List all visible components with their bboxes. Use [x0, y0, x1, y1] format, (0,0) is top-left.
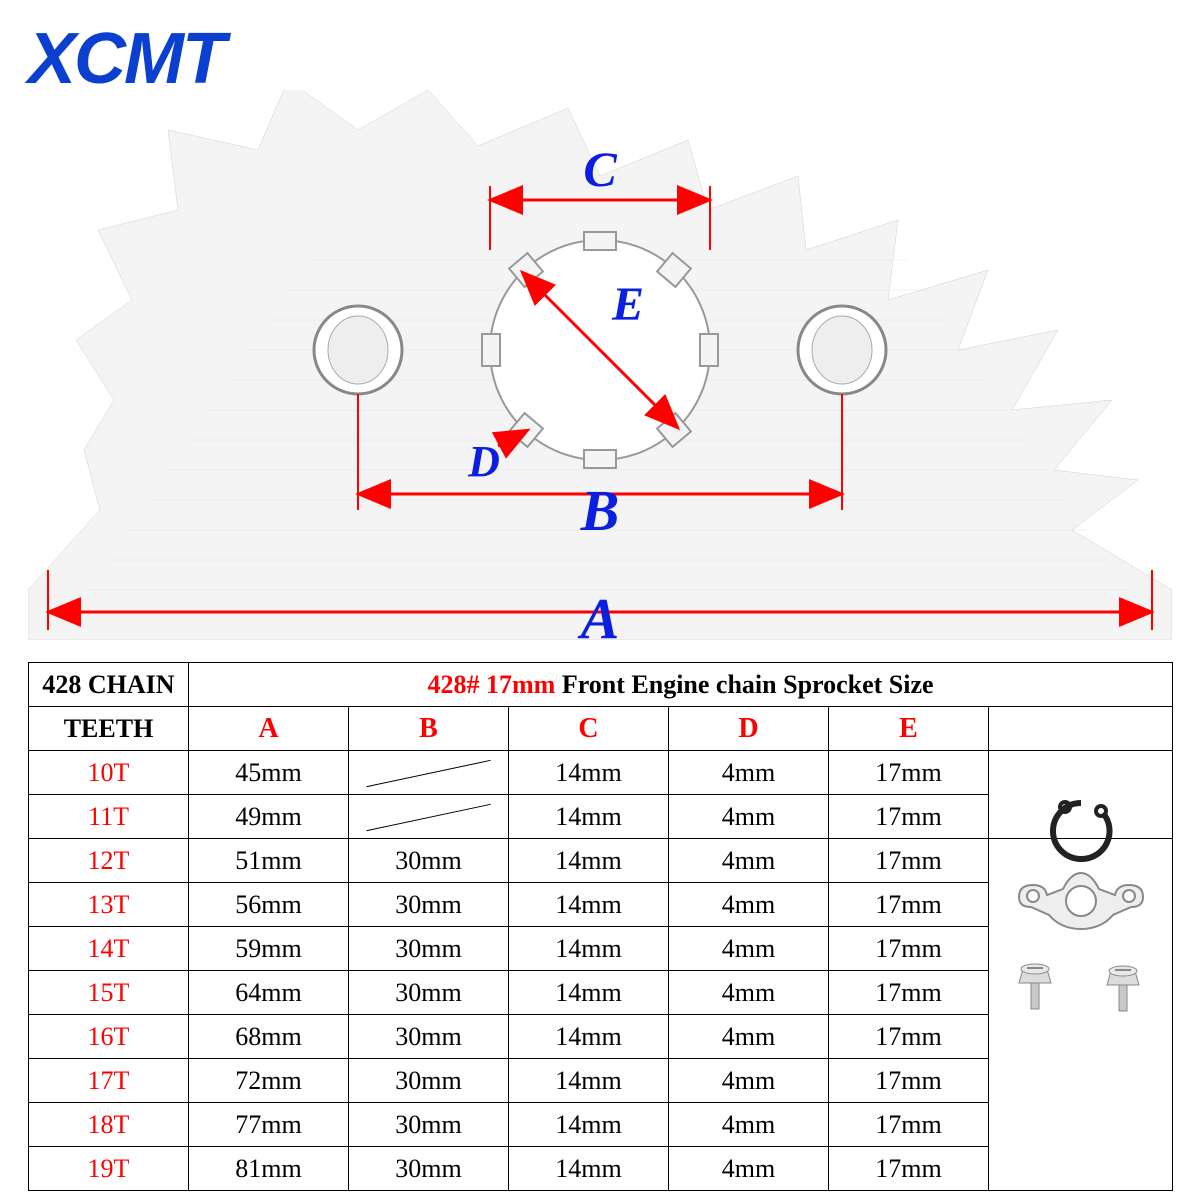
cell: 45mm: [189, 751, 349, 795]
cell: 4mm: [669, 883, 829, 927]
cell: 30mm: [349, 839, 509, 883]
table-header-row: 428 CHAIN 428# 17mm Front Engine chain S…: [29, 663, 1173, 707]
letter-d: D: [467, 437, 500, 486]
cell: 4mm: [669, 1015, 829, 1059]
cell: 14mm: [509, 1147, 669, 1191]
cell: 17mm: [829, 795, 989, 839]
accessory-cell-retainer: [989, 839, 1173, 1191]
teeth-header: TEETH: [29, 707, 189, 751]
bolt-icon: [1019, 964, 1139, 1011]
cell-slash: [349, 751, 509, 795]
teeth-cell: 13T: [29, 883, 189, 927]
chain-header: 428 CHAIN: [29, 663, 189, 707]
cell: 17mm: [829, 1103, 989, 1147]
cell: 4mm: [669, 971, 829, 1015]
teeth-cell: 11T: [29, 795, 189, 839]
cell: 14mm: [509, 883, 669, 927]
brand-logo: XCMT: [28, 18, 224, 100]
cell: 30mm: [349, 927, 509, 971]
cell: 59mm: [189, 927, 349, 971]
cell: 30mm: [349, 1059, 509, 1103]
cell: 17mm: [829, 1059, 989, 1103]
cell: 81mm: [189, 1147, 349, 1191]
title-header: 428# 17mm Front Engine chain Sprocket Si…: [189, 663, 1173, 707]
teeth-cell: 17T: [29, 1059, 189, 1103]
cell: 14mm: [509, 751, 669, 795]
letter-b: B: [580, 478, 620, 543]
cell: 14mm: [509, 927, 669, 971]
cell: 4mm: [669, 795, 829, 839]
cell: 72mm: [189, 1059, 349, 1103]
cell: 17mm: [829, 839, 989, 883]
letter-c: C: [583, 141, 617, 197]
teeth-cell: 15T: [29, 971, 189, 1015]
teeth-cell: 12T: [29, 839, 189, 883]
teeth-cell: 10T: [29, 751, 189, 795]
cell: 30mm: [349, 1015, 509, 1059]
retainer-plate-icon: [1001, 859, 1161, 1039]
cell: 30mm: [349, 971, 509, 1015]
cell: 30mm: [349, 1103, 509, 1147]
col-e-header: E: [829, 707, 989, 751]
cell: 64mm: [189, 971, 349, 1015]
teeth-cell: 16T: [29, 1015, 189, 1059]
title-rest: Front Engine chain Sprocket Size: [555, 670, 933, 699]
table-row: 12T 51mm 30mm 14mm 4mm 17mm: [29, 839, 1173, 883]
cell: 30mm: [349, 1147, 509, 1191]
cell: 30mm: [349, 883, 509, 927]
cell: 4mm: [669, 1059, 829, 1103]
sprocket-diagram: A B C E D: [28, 90, 1172, 640]
cell: 77mm: [189, 1103, 349, 1147]
spec-table: 428 CHAIN 428# 17mm Front Engine chain S…: [28, 662, 1172, 1191]
cell: 49mm: [189, 795, 349, 839]
cell: 4mm: [669, 927, 829, 971]
teeth-cell: 18T: [29, 1103, 189, 1147]
table-column-row: TEETH A B C D E: [29, 707, 1173, 751]
cell: 17mm: [829, 883, 989, 927]
cell: 51mm: [189, 839, 349, 883]
cell: 14mm: [509, 839, 669, 883]
cell: 14mm: [509, 1059, 669, 1103]
col-b-header: B: [349, 707, 509, 751]
cell: 14mm: [509, 1015, 669, 1059]
letter-a: A: [578, 586, 620, 640]
cell: 56mm: [189, 883, 349, 927]
cell: 17mm: [829, 1015, 989, 1059]
cell: 4mm: [669, 839, 829, 883]
cell: 17mm: [829, 1147, 989, 1191]
cell: 68mm: [189, 1015, 349, 1059]
cell: 14mm: [509, 1103, 669, 1147]
cell-slash: [349, 795, 509, 839]
cell: 17mm: [829, 927, 989, 971]
cell: 4mm: [669, 1147, 829, 1191]
letter-e: E: [611, 278, 644, 331]
cell: 4mm: [669, 1103, 829, 1147]
col-d-header: D: [669, 707, 829, 751]
cell: 17mm: [829, 971, 989, 1015]
col-c-header: C: [509, 707, 669, 751]
cell: 14mm: [509, 795, 669, 839]
teeth-cell: 14T: [29, 927, 189, 971]
table-row: 10T 45mm 14mm 4mm 17mm: [29, 751, 1173, 795]
title-red: 428# 17mm: [428, 670, 556, 699]
cell: 14mm: [509, 971, 669, 1015]
col-a-header: A: [189, 707, 349, 751]
col-acc-header: [989, 707, 1173, 751]
accessory-cell-circlip: [989, 751, 1173, 839]
cell: 4mm: [669, 751, 829, 795]
cell: 17mm: [829, 751, 989, 795]
teeth-cell: 19T: [29, 1147, 189, 1191]
